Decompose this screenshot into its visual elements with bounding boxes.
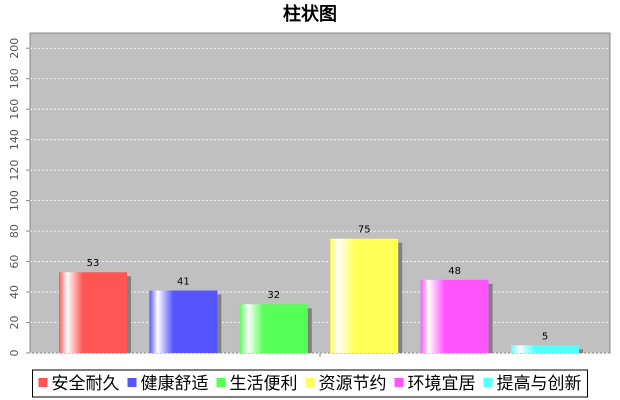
y-tick-label: 180 [8,68,21,89]
legend-swatch [483,378,493,387]
value-label: 53 [87,258,100,269]
y-tick-label: 160 [8,99,21,120]
bar [420,279,489,353]
value-label: 75 [358,225,371,236]
y-tick-label: 60 [8,255,21,269]
legend-swatch [394,378,404,387]
y-tick-label: 80 [8,224,21,238]
bar [330,238,399,353]
y-tick-label: 200 [8,38,21,59]
legend-swatch [127,378,137,387]
value-label: 41 [177,277,190,288]
y-tick-label: 120 [8,160,21,181]
legend-swatch [216,378,226,387]
value-label: 48 [448,266,461,277]
value-label: 5 [542,331,548,342]
legend-label: 安全耐久 [52,374,120,394]
legend-label: 生活便利 [230,374,298,394]
y-tick-label: 40 [8,285,21,299]
y-tick-label: 140 [8,129,21,150]
y-tick-label: 100 [8,190,21,211]
value-label: 32 [267,290,280,301]
y-tick-label: 0 [8,350,21,357]
bar [511,345,579,353]
chart-title: 柱状图 [283,3,337,25]
legend-label: 资源节约 [319,374,387,394]
legend-label: 提高与创新 [497,374,582,394]
bar [59,272,127,353]
bar [239,304,308,353]
legend-swatch [38,378,48,387]
legend-swatch [305,378,315,387]
legend-label: 健康舒适 [141,374,209,394]
legend-label: 环境宜居 [408,374,476,394]
bar [149,290,218,353]
y-tick-label: 20 [8,316,21,330]
